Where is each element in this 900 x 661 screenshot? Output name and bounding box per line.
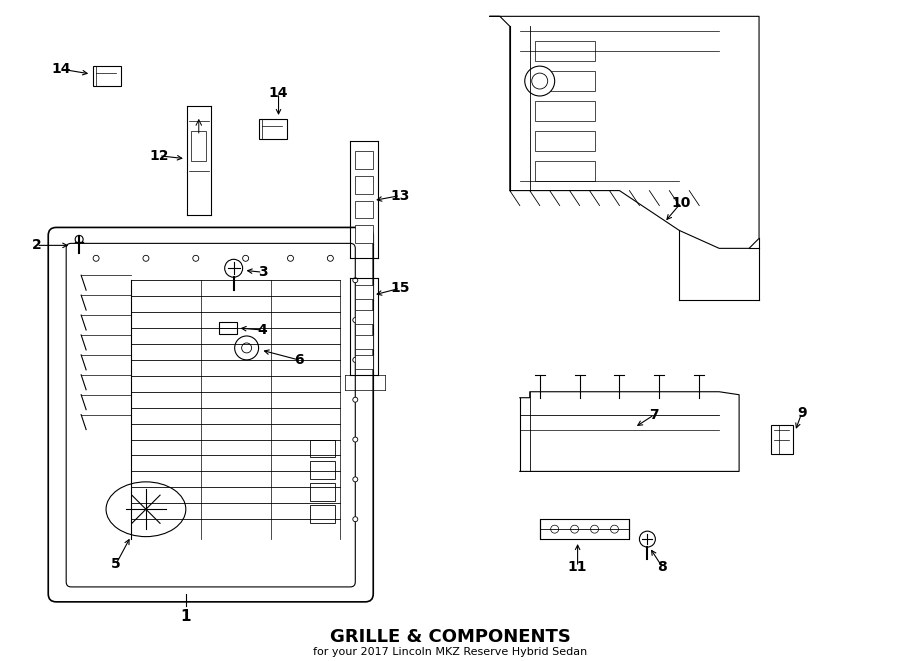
Text: 8: 8 [658, 560, 667, 574]
Circle shape [241, 343, 252, 353]
Circle shape [571, 525, 579, 533]
Circle shape [353, 517, 358, 522]
Text: 5: 5 [112, 557, 121, 571]
Circle shape [532, 73, 548, 89]
Circle shape [353, 477, 358, 482]
Text: 9: 9 [797, 406, 806, 420]
Circle shape [353, 317, 358, 323]
Text: for your 2017 Lincoln MKZ Reserve Hybrid Sedan: for your 2017 Lincoln MKZ Reserve Hybrid… [313, 646, 587, 656]
Text: 7: 7 [650, 408, 659, 422]
Circle shape [93, 255, 99, 261]
Circle shape [76, 235, 83, 243]
Circle shape [551, 525, 559, 533]
Circle shape [225, 259, 243, 277]
Bar [310, 505, 336, 524]
Circle shape [353, 278, 358, 283]
Text: 14: 14 [51, 62, 71, 76]
Circle shape [590, 525, 598, 533]
Ellipse shape [106, 482, 185, 537]
Circle shape [287, 255, 293, 261]
Bar [93, 66, 121, 86]
Bar [356, 200, 373, 219]
Text: 2: 2 [32, 239, 41, 253]
Bar [356, 310, 373, 324]
Text: 6: 6 [293, 353, 303, 367]
Bar [356, 151, 373, 169]
Circle shape [353, 437, 358, 442]
Bar [540, 519, 629, 539]
Bar [191, 131, 206, 161]
Circle shape [193, 255, 199, 261]
Circle shape [525, 66, 554, 96]
Bar [356, 176, 373, 194]
Circle shape [143, 255, 148, 261]
FancyBboxPatch shape [49, 227, 374, 602]
Circle shape [243, 255, 248, 261]
Bar [356, 335, 373, 349]
Text: 10: 10 [671, 196, 691, 210]
Bar [535, 41, 595, 61]
Text: 1: 1 [181, 609, 191, 624]
Bar [310, 461, 336, 479]
Bar [310, 440, 336, 457]
Text: 4: 4 [257, 323, 267, 337]
Bar [535, 161, 595, 180]
Bar [356, 225, 373, 243]
Bar [356, 355, 373, 369]
Bar [535, 101, 595, 121]
Bar [771, 424, 793, 455]
Bar [310, 483, 336, 501]
FancyBboxPatch shape [67, 243, 356, 587]
Bar [356, 285, 373, 299]
Bar [535, 131, 595, 151]
Circle shape [353, 397, 358, 402]
Bar [258, 119, 286, 139]
Circle shape [610, 525, 618, 533]
Circle shape [235, 336, 258, 360]
Text: 15: 15 [391, 281, 410, 295]
Circle shape [353, 358, 358, 362]
Text: 14: 14 [269, 86, 288, 100]
Text: 11: 11 [568, 560, 588, 574]
Circle shape [639, 531, 655, 547]
Circle shape [328, 255, 333, 261]
Text: 13: 13 [391, 188, 410, 202]
Text: 3: 3 [257, 265, 267, 279]
Bar [219, 322, 237, 334]
Text: 12: 12 [149, 149, 168, 163]
Bar [535, 71, 595, 91]
Text: GRILLE & COMPONENTS: GRILLE & COMPONENTS [329, 628, 571, 646]
